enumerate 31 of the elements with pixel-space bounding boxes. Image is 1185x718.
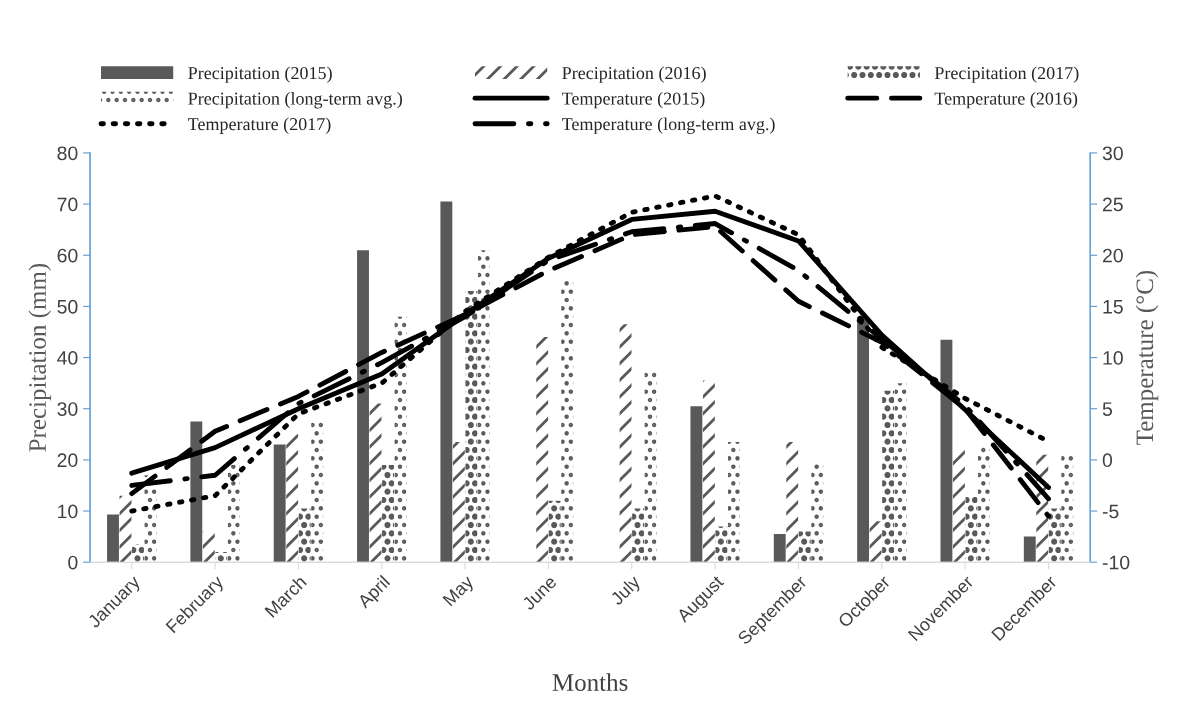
y2-tick-label: 30 — [1102, 146, 1123, 161]
y2-tick-label: 15 — [1103, 300, 1123, 314]
legend-label: Temperature (long-term avg.) — [561, 117, 775, 134]
y-tick-label: 20 — [57, 453, 78, 468]
y-tick-label: 0 — [68, 555, 78, 570]
legend-label: Precipitation (2017) — [934, 66, 1079, 83]
y2-axis-title: Temperature (°C) — [1135, 270, 1159, 445]
y2-tick-label: 20 — [1102, 248, 1123, 263]
legend-label: Temperature (2016) — [934, 91, 1078, 109]
legend-label: Temperature (2015) — [561, 91, 705, 109]
legend-label: Temperature (2017) — [188, 117, 331, 134]
y-tick-label: 30 — [57, 402, 78, 416]
y2-tick-label: 10 — [1103, 351, 1123, 365]
y2-tick-label: 5 — [1102, 402, 1112, 416]
y-tick-label: 60 — [57, 248, 78, 263]
y2-tick-label: -5 — [1102, 504, 1119, 519]
y-tick-label: 40 — [57, 351, 78, 365]
y-tick-label: 80 — [57, 146, 78, 161]
y-axis-title: Precipitation (mm) — [28, 263, 52, 452]
legend-label: Precipitation (2015) — [188, 66, 332, 83]
y-tick-label: 10 — [58, 504, 78, 519]
y2-tick-label: -10 — [1102, 555, 1130, 570]
legend-label: Precipitation (2016) — [562, 66, 706, 83]
y-tick-label: 70 — [57, 197, 78, 212]
x-tick-label: July — [609, 574, 644, 609]
y2-tick-label: 0 — [1102, 453, 1113, 468]
legend-label: Precipitation (long-term avg.) — [188, 91, 402, 109]
x-tick-label: May — [442, 574, 477, 609]
y-tick-label: 50 — [57, 299, 78, 314]
y2-tick-label: 25 — [1102, 197, 1123, 212]
x-axis-title: Months — [552, 673, 628, 691]
